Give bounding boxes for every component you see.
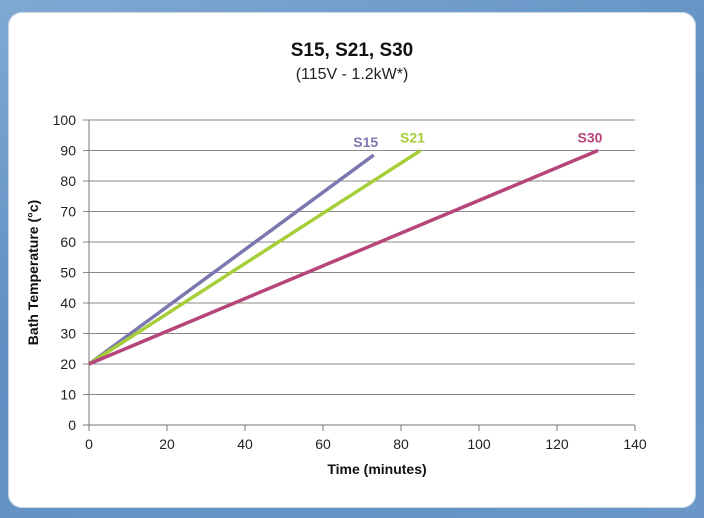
x-tick-label: 120 <box>545 436 569 452</box>
x-tick-labels: 0 20 40 60 80 100 120 140 <box>85 436 647 452</box>
gridlines <box>83 119 635 426</box>
chart-title: S15, S21, S30 <box>290 40 414 61</box>
x-tick-label: 40 <box>237 436 253 452</box>
y-tick-label: 10 <box>60 387 76 403</box>
x-tick-label: 0 <box>85 436 93 452</box>
x-tick-label: 100 <box>467 436 491 452</box>
x-tick-label: 140 <box>623 436 647 452</box>
x-tick-label: 60 <box>315 436 331 452</box>
series-line-s30 <box>88 148 599 366</box>
y-tick-label: 80 <box>60 173 76 189</box>
y-tick-label: 30 <box>60 326 76 342</box>
chart-subtitle: (115V - 1.2kW*) <box>295 66 409 83</box>
series-line-s15 <box>87 153 375 366</box>
x-axis-title: Time (minutes) <box>327 461 426 477</box>
series-line-s21 <box>88 149 422 366</box>
y-axis-title: Bath Temperature (°c) <box>25 200 41 345</box>
y-tick-labels: 0 10 20 30 40 50 60 70 80 90 100 <box>53 112 77 433</box>
series-lines <box>87 148 599 366</box>
y-tick-label: 100 <box>53 112 77 128</box>
y-tick-label: 40 <box>60 295 76 311</box>
series-label-s30: S30 <box>577 130 602 146</box>
y-tick-label: 70 <box>60 204 76 220</box>
axes <box>88 120 636 431</box>
y-tick-label: 60 <box>60 234 76 250</box>
x-tick-label: 80 <box>393 436 409 452</box>
y-tick-label: 20 <box>60 356 76 372</box>
y-tick-label: 90 <box>60 143 76 159</box>
y-tick-label: 0 <box>68 417 76 433</box>
series-label-s21: S21 <box>400 130 425 146</box>
series-label-s15: S15 <box>353 134 378 150</box>
x-tick-label: 20 <box>159 436 175 452</box>
series-labels: S15 S21 S30 <box>353 130 602 151</box>
y-tick-label: 50 <box>60 265 76 281</box>
